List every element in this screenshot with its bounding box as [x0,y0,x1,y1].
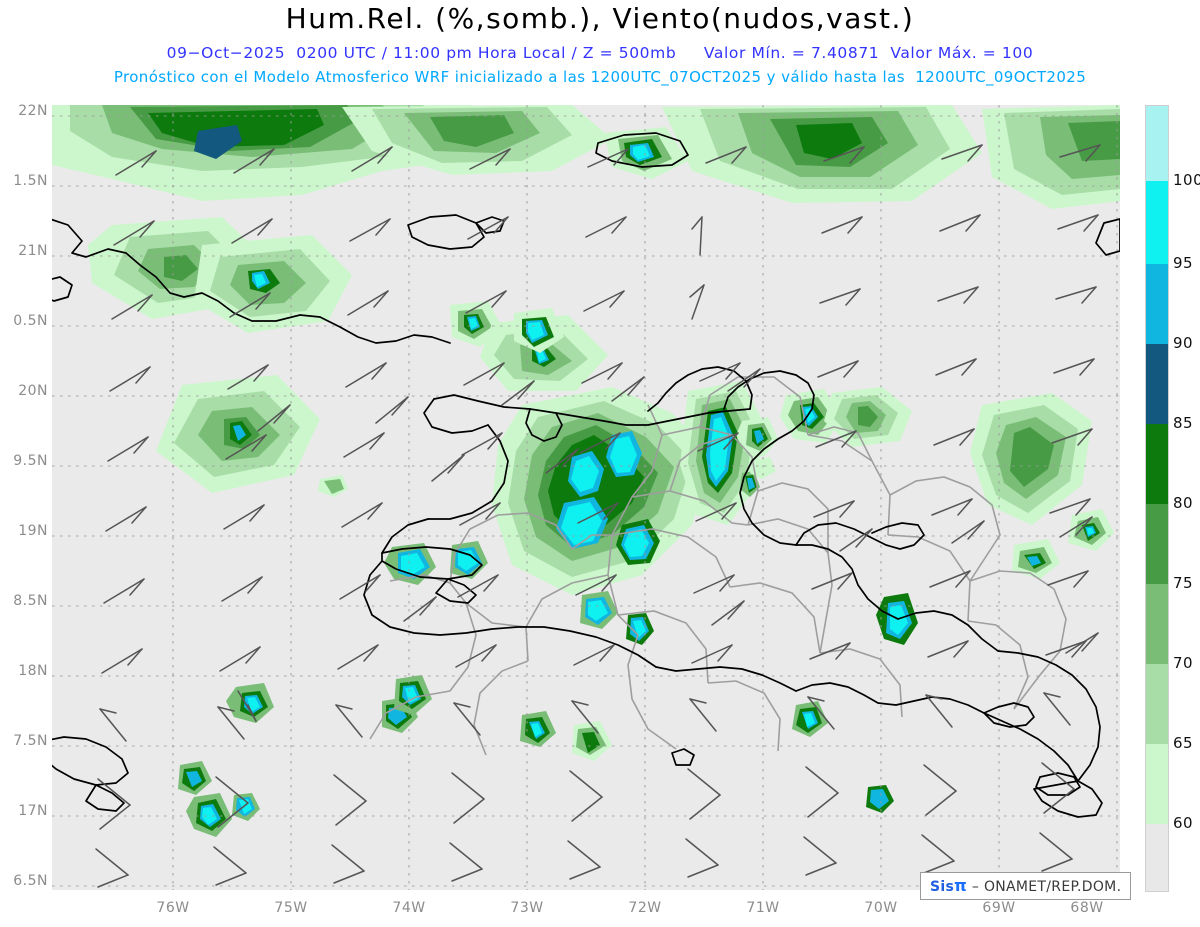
agency-logo: Sisπ – ONAMET/REP.DOM. [920,872,1132,900]
logo-agency-text: ONAMET/REP.DOM. [983,879,1122,895]
colorbar-band-below-60 [1146,824,1168,891]
colorbar-band-80 [1146,424,1168,504]
lat-tick-185n: 8.5N [13,593,48,609]
colorbar-tick-70: 70 [1173,654,1194,672]
lon-tick-70w: 70W [864,900,898,916]
logo-pi-icon: π [954,876,968,895]
colorbar-tick-90: 90 [1173,334,1194,352]
colorbar-tick-65: 65 [1173,734,1194,752]
lat-tick-205n: 0.5N [13,313,48,329]
lat-tick-21n: 21N [18,243,48,259]
colorbar-tick-75: 75 [1173,574,1194,592]
lat-tick-175n: 7.5N [13,733,48,749]
colorbar-band-65 [1146,664,1168,744]
colorbar-tick-100: 100 [1173,171,1200,189]
lon-tick-75w: 75W [274,900,308,916]
lon-tick-73w: 72W [628,900,662,916]
lat-tick-22n: 22N [18,103,48,119]
colorbar-band-95 [1146,181,1168,264]
colorbar-band-90 [1146,264,1168,344]
colorbar-band-70 [1146,584,1168,664]
colorbar-band-60 [1146,744,1168,824]
colorbar-tick-85: 85 [1173,414,1194,432]
colorbar-band-75 [1146,504,1168,584]
lat-tick-18n: 18N [18,663,48,679]
lat-tick-17n: 17N [18,803,48,819]
lat-tick-195n: 9.5N [13,453,48,469]
lon-tick-76w: 76W [156,900,190,916]
colorbar-band-85 [1146,344,1168,424]
lat-tick-215n: 1.5N [13,173,48,189]
lat-tick-165n: 6.5N [13,873,48,889]
lat-tick-20n: 20N [18,383,48,399]
logo-sis-text: Sis [930,879,955,895]
lon-tick-74w: 74W [392,900,426,916]
lon-tick-71w: 71W [746,900,780,916]
lon-tick-68w: 68W [1070,900,1104,916]
colorbar-band-100 [1146,106,1168,181]
header-line-two: 09−Oct−2025 0200 UTC / 11:00 pm Hora Loc… [166,44,1034,62]
colorbar[interactable] [1145,105,1169,892]
page-title: Hum.Rel. (%,somb.), Viento(nudos,vast.) [285,2,915,35]
lat-tick-19n: 19N [18,523,48,539]
logo-separator: – [971,879,980,895]
colorbar-tick-60: 60 [1173,814,1194,832]
header-line-three: Pronóstico con el Modelo Atmosferico WRF… [113,68,1087,86]
lon-tick-73w: 73W [510,900,544,916]
wind-barbs-layer [95,144,1101,888]
lon-tick-69w: 69W [982,900,1016,916]
map-plot-area[interactable] [52,105,1120,890]
colorbar-tick-80: 80 [1173,494,1194,512]
coastlines-layer [52,132,1120,818]
gridlines-layer [52,105,1120,890]
colorbar-tick-95: 95 [1173,254,1194,272]
humidity-shading-layer [52,105,1120,837]
